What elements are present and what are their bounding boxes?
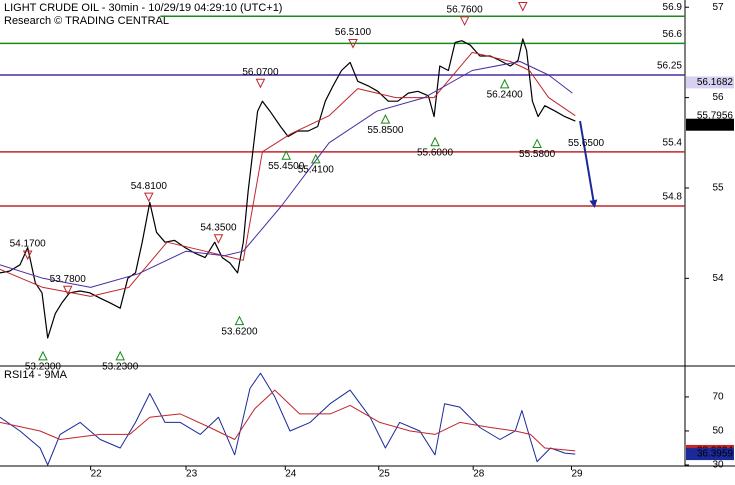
level-label: 55.4 xyxy=(663,137,683,148)
low-marker xyxy=(430,136,440,147)
y-tick-label: 50 xyxy=(712,426,724,437)
annotation-label: 55.6000 xyxy=(417,147,454,158)
y-tick-label: 70 xyxy=(712,392,724,403)
annotation-label: 56.9200 xyxy=(505,0,542,1)
annotation-label: 55.8500 xyxy=(367,125,404,136)
level-label: 54.8 xyxy=(663,192,683,203)
low-marker xyxy=(380,114,391,124)
annotation-label: 53.6200 xyxy=(221,326,258,337)
low-marker xyxy=(532,138,542,149)
series-line xyxy=(0,372,576,466)
x-tick-label: 28 xyxy=(473,469,485,480)
high-marker xyxy=(518,1,528,12)
annotation-label: 53.2300 xyxy=(25,362,62,373)
series-line xyxy=(0,389,576,452)
forecast-label: 55.6500 xyxy=(568,138,605,149)
annotation-label: 54.1700 xyxy=(10,239,47,250)
series-line xyxy=(0,38,576,339)
x-tick-label: 25 xyxy=(379,469,391,480)
annotation-label: 55.4100 xyxy=(298,165,335,176)
rsi-title: RSI14 - 9MA xyxy=(4,369,68,381)
axis-marker-box xyxy=(686,448,734,461)
level-label: 56.25 xyxy=(657,61,682,72)
level-label: 56.6 xyxy=(663,29,683,40)
annotation-label: 53.2300 xyxy=(102,362,139,373)
high-marker xyxy=(144,192,154,203)
annotation-label: 54.3500 xyxy=(200,222,237,233)
forecast-arrow xyxy=(579,120,598,209)
series-line xyxy=(0,61,573,288)
annotation-label: 56.7600 xyxy=(447,5,484,16)
low-marker xyxy=(499,78,510,89)
low-marker xyxy=(115,350,126,361)
level-label: 56.9 xyxy=(663,2,683,13)
chart-subtitle: Research © TRADING CENTRAL xyxy=(4,15,169,27)
chart-title: LIGHT CRUDE OIL - 30min - 10/29/19 04:29… xyxy=(4,2,282,14)
x-tick-label: 29 xyxy=(571,469,583,480)
annotation-label: 56.5100 xyxy=(335,27,372,38)
annotation-label: 55.4500 xyxy=(268,161,305,172)
annotation-label: 55.5800 xyxy=(519,149,556,160)
axis-marker-label: 55.7 xyxy=(714,119,734,130)
y-tick-label: 56 xyxy=(712,92,724,103)
annotation-label: 53.7800 xyxy=(50,274,87,285)
low-marker xyxy=(38,350,48,361)
y-tick-label: 54 xyxy=(712,273,724,284)
axis-marker-label: 36.3959 xyxy=(697,449,734,460)
annotation-label: 56.0700 xyxy=(242,67,279,78)
high-marker xyxy=(22,250,33,261)
high-marker xyxy=(348,39,358,49)
axis-marker-box xyxy=(686,76,734,89)
y-tick-label: 30 xyxy=(712,460,724,471)
axis-marker-label: 56.1682 xyxy=(697,77,734,88)
x-tick-label: 23 xyxy=(186,469,198,480)
x-tick-label: 24 xyxy=(285,469,297,480)
high-marker xyxy=(62,285,73,296)
x-tick-label: 22 xyxy=(91,469,103,480)
annotation-label: 54.8100 xyxy=(131,181,168,192)
axis-marker-box xyxy=(686,118,734,131)
low-marker xyxy=(234,315,245,326)
annotation-label: 56.2400 xyxy=(487,90,524,101)
high-marker xyxy=(213,234,224,244)
y-tick-label: 57 xyxy=(712,2,724,13)
low-marker xyxy=(281,150,292,160)
axis-marker-label: 55.7956 xyxy=(697,111,734,122)
y-tick-label: 55 xyxy=(712,183,724,194)
low-marker xyxy=(310,153,321,164)
high-marker xyxy=(255,78,266,89)
high-marker xyxy=(459,16,470,27)
